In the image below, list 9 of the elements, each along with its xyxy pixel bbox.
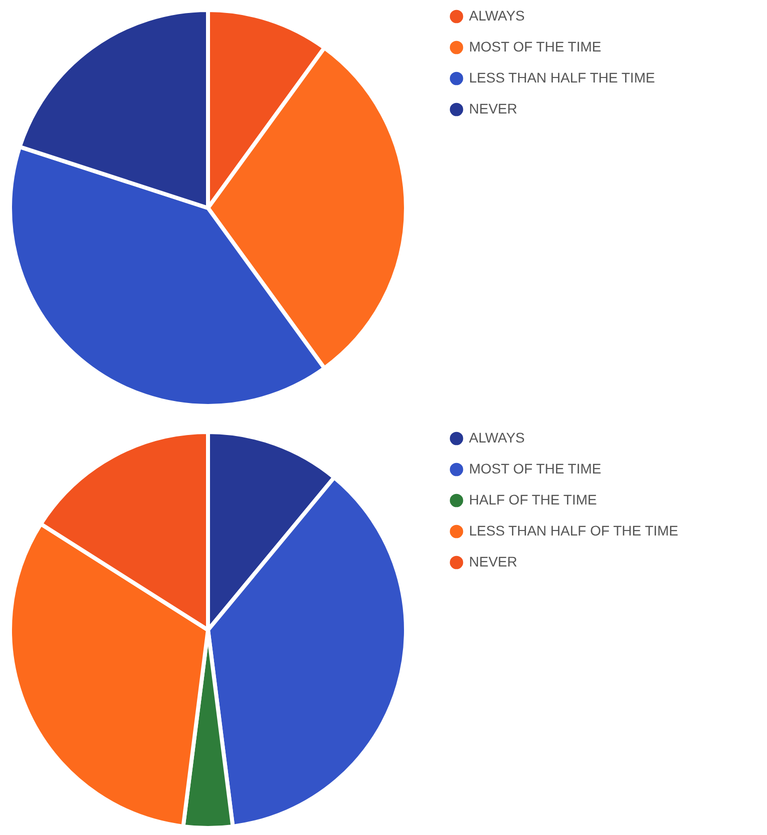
legend-label: MOST OF THE TIME bbox=[469, 460, 602, 476]
legend-label: ALWAYS bbox=[469, 8, 525, 24]
legend-label: LESS THAN HALF OF THE TIME bbox=[469, 522, 678, 538]
legend-label: ALWAYS bbox=[469, 430, 525, 446]
legend-label: HALF OF THE TIME bbox=[469, 492, 597, 508]
legend-label: LESS THAN HALF THE TIME bbox=[469, 70, 655, 86]
legend-label: NEVER bbox=[469, 100, 518, 116]
legend-label: NEVER bbox=[469, 554, 518, 570]
legend-label: MOST OF THE TIME bbox=[469, 38, 602, 54]
